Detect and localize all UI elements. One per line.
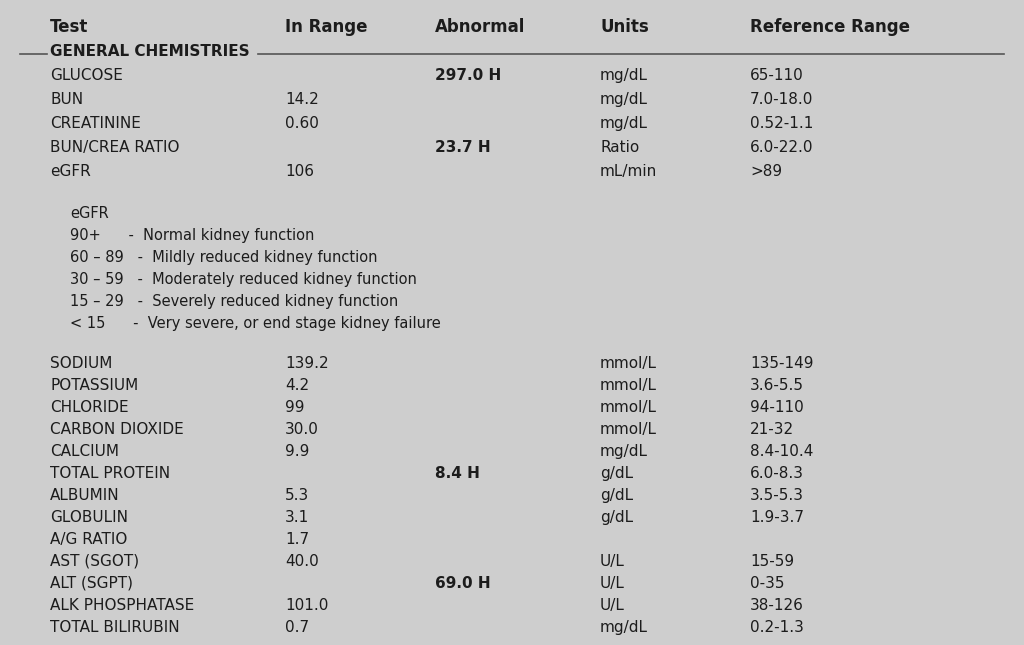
Text: CARBON DIOXIDE: CARBON DIOXIDE	[50, 422, 183, 437]
Text: Units: Units	[600, 18, 649, 36]
Text: BUN: BUN	[50, 92, 83, 107]
Text: eGFR: eGFR	[50, 164, 91, 179]
Text: 1.7: 1.7	[285, 532, 309, 547]
Text: TOTAL PROTEIN: TOTAL PROTEIN	[50, 466, 170, 481]
Text: 0.2-1.3: 0.2-1.3	[750, 620, 804, 635]
Text: 6.0-22.0: 6.0-22.0	[750, 140, 813, 155]
Text: 6.0-8.3: 6.0-8.3	[750, 466, 804, 481]
Text: mmol/L: mmol/L	[600, 378, 657, 393]
Text: mg/dL: mg/dL	[600, 68, 648, 83]
Text: 14.2: 14.2	[285, 92, 318, 107]
Text: 5.3: 5.3	[285, 488, 309, 503]
Text: 3.5-5.3: 3.5-5.3	[750, 488, 804, 503]
Text: AST (SGOT): AST (SGOT)	[50, 554, 139, 569]
Text: 99: 99	[285, 400, 304, 415]
Text: mg/dL: mg/dL	[600, 444, 648, 459]
Text: 65-110: 65-110	[750, 68, 804, 83]
Text: 40.0: 40.0	[285, 554, 318, 569]
Text: ALK PHOSPHATASE: ALK PHOSPHATASE	[50, 598, 195, 613]
Text: 0.60: 0.60	[285, 116, 318, 131]
Text: ALBUMIN: ALBUMIN	[50, 488, 120, 503]
Text: 30 – 59   -  Moderately reduced kidney function: 30 – 59 - Moderately reduced kidney func…	[70, 272, 417, 287]
Text: In Range: In Range	[285, 18, 368, 36]
Text: 15-59: 15-59	[750, 554, 795, 569]
Text: Test: Test	[50, 18, 88, 36]
Text: >89: >89	[750, 164, 782, 179]
Text: Reference Range: Reference Range	[750, 18, 910, 36]
Text: 0.52-1.1: 0.52-1.1	[750, 116, 813, 131]
Text: 38-126: 38-126	[750, 598, 804, 613]
Text: 69.0 H: 69.0 H	[435, 576, 490, 591]
Text: 297.0 H: 297.0 H	[435, 68, 502, 83]
Text: 90+      -  Normal kidney function: 90+ - Normal kidney function	[70, 228, 314, 243]
Text: g/dL: g/dL	[600, 466, 633, 481]
Text: g/dL: g/dL	[600, 510, 633, 525]
Text: 7.0-18.0: 7.0-18.0	[750, 92, 813, 107]
Text: mmol/L: mmol/L	[600, 356, 657, 371]
Text: GENERAL CHEMISTRIES: GENERAL CHEMISTRIES	[50, 44, 250, 59]
Text: mmol/L: mmol/L	[600, 422, 657, 437]
Text: 101.0: 101.0	[285, 598, 329, 613]
Text: CHLORIDE: CHLORIDE	[50, 400, 129, 415]
Text: 9.9: 9.9	[285, 444, 309, 459]
Text: mmol/L: mmol/L	[600, 400, 657, 415]
Text: 23.7 H: 23.7 H	[435, 140, 490, 155]
Text: 0-35: 0-35	[750, 576, 784, 591]
Text: BUN/CREA RATIO: BUN/CREA RATIO	[50, 140, 179, 155]
Text: 0.7: 0.7	[285, 620, 309, 635]
Text: TOTAL BILIRUBIN: TOTAL BILIRUBIN	[50, 620, 179, 635]
Text: 139.2: 139.2	[285, 356, 329, 371]
Text: 94-110: 94-110	[750, 400, 804, 415]
Text: g/dL: g/dL	[600, 488, 633, 503]
Text: 4.2: 4.2	[285, 378, 309, 393]
Text: 8.4-10.4: 8.4-10.4	[750, 444, 813, 459]
Text: 1.9-3.7: 1.9-3.7	[750, 510, 804, 525]
Text: ALT (SGPT): ALT (SGPT)	[50, 576, 133, 591]
Text: 30.0: 30.0	[285, 422, 318, 437]
Text: Ratio: Ratio	[600, 140, 639, 155]
Text: 3.6-5.5: 3.6-5.5	[750, 378, 804, 393]
Text: 21-32: 21-32	[750, 422, 795, 437]
Text: U/L: U/L	[600, 598, 625, 613]
Text: 3.1: 3.1	[285, 510, 309, 525]
Text: SODIUM: SODIUM	[50, 356, 113, 371]
Text: U/L: U/L	[600, 554, 625, 569]
Text: A/G RATIO: A/G RATIO	[50, 532, 127, 547]
Text: mg/dL: mg/dL	[600, 92, 648, 107]
Text: mg/dL: mg/dL	[600, 620, 648, 635]
Text: mL/min: mL/min	[600, 164, 657, 179]
Text: 135-149: 135-149	[750, 356, 813, 371]
Text: POTASSIUM: POTASSIUM	[50, 378, 138, 393]
Text: 15 – 29   -  Severely reduced kidney function: 15 – 29 - Severely reduced kidney functi…	[70, 294, 398, 309]
Text: < 15      -  Very severe, or end stage kidney failure: < 15 - Very severe, or end stage kidney …	[70, 316, 440, 331]
Text: CREATININE: CREATININE	[50, 116, 141, 131]
Text: 60 – 89   -  Mildly reduced kidney function: 60 – 89 - Mildly reduced kidney function	[70, 250, 378, 265]
Text: CALCIUM: CALCIUM	[50, 444, 119, 459]
Text: GLOBULIN: GLOBULIN	[50, 510, 128, 525]
Text: U/L: U/L	[600, 576, 625, 591]
Text: GLUCOSE: GLUCOSE	[50, 68, 123, 83]
Text: 8.4 H: 8.4 H	[435, 466, 480, 481]
Text: 106: 106	[285, 164, 314, 179]
Text: mg/dL: mg/dL	[600, 116, 648, 131]
Text: Abnormal: Abnormal	[435, 18, 525, 36]
Text: eGFR: eGFR	[70, 206, 109, 221]
